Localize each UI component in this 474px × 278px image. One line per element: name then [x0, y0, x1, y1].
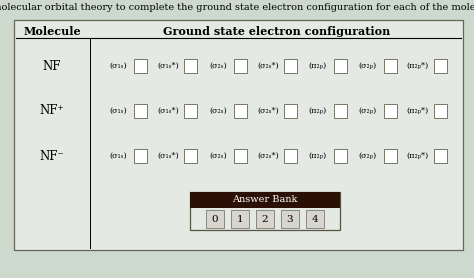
FancyBboxPatch shape — [384, 104, 398, 118]
Text: (π₂ₚ*): (π₂ₚ*) — [407, 107, 429, 115]
Text: (σ₂ₛ*): (σ₂ₛ*) — [257, 107, 279, 115]
Text: (σ₂ₛ): (σ₂ₛ) — [209, 62, 227, 70]
FancyBboxPatch shape — [235, 149, 247, 163]
Text: (σ₂ₛ*): (σ₂ₛ*) — [257, 62, 279, 70]
Text: (σ₁ₛ): (σ₁ₛ) — [109, 62, 127, 70]
Text: (σ₂ₚ): (σ₂ₚ) — [359, 107, 377, 115]
FancyBboxPatch shape — [284, 104, 298, 118]
Text: (σ₁ₛ*): (σ₁ₛ*) — [157, 62, 179, 70]
Text: 3: 3 — [287, 215, 293, 224]
FancyBboxPatch shape — [306, 210, 324, 228]
Text: (σ₂ₛ*): (σ₂ₛ*) — [257, 152, 279, 160]
Text: NF⁺: NF⁺ — [40, 105, 64, 118]
Text: (σ₁ₛ*): (σ₁ₛ*) — [157, 152, 179, 160]
FancyBboxPatch shape — [435, 104, 447, 118]
Text: (σ₂ₛ): (σ₂ₛ) — [209, 107, 227, 115]
FancyBboxPatch shape — [235, 59, 247, 73]
FancyBboxPatch shape — [190, 192, 340, 208]
Text: NF: NF — [43, 59, 61, 73]
Text: (σ₂ₚ): (σ₂ₚ) — [359, 152, 377, 160]
FancyBboxPatch shape — [256, 210, 274, 228]
FancyBboxPatch shape — [184, 104, 198, 118]
Text: (σ₁ₛ): (σ₁ₛ) — [109, 107, 127, 115]
FancyBboxPatch shape — [235, 104, 247, 118]
Text: Use molecular orbital theory to complete the ground state electron configuration: Use molecular orbital theory to complete… — [0, 3, 474, 12]
FancyBboxPatch shape — [14, 20, 463, 250]
Text: (σ₁ₛ): (σ₁ₛ) — [109, 152, 127, 160]
FancyBboxPatch shape — [384, 149, 398, 163]
FancyBboxPatch shape — [384, 59, 398, 73]
Text: (π₂ₚ): (π₂ₚ) — [309, 62, 327, 70]
Text: (π₂ₚ): (π₂ₚ) — [309, 107, 327, 115]
Text: (σ₁ₛ*): (σ₁ₛ*) — [157, 107, 179, 115]
Text: 0: 0 — [212, 215, 219, 224]
FancyBboxPatch shape — [335, 149, 347, 163]
FancyBboxPatch shape — [335, 104, 347, 118]
FancyBboxPatch shape — [284, 149, 298, 163]
FancyBboxPatch shape — [206, 210, 224, 228]
Text: 2: 2 — [262, 215, 268, 224]
Text: 1: 1 — [237, 215, 243, 224]
Text: (π₂ₚ*): (π₂ₚ*) — [407, 62, 429, 70]
FancyBboxPatch shape — [231, 210, 249, 228]
Text: (π₂ₚ): (π₂ₚ) — [309, 152, 327, 160]
Text: NF⁻: NF⁻ — [40, 150, 64, 163]
Text: Molecule: Molecule — [23, 26, 81, 37]
Text: Ground state electron configuration: Ground state electron configuration — [163, 26, 390, 37]
FancyBboxPatch shape — [135, 59, 147, 73]
Text: 4: 4 — [312, 215, 319, 224]
Text: (π₂ₚ*): (π₂ₚ*) — [407, 152, 429, 160]
Text: Answer Bank: Answer Bank — [232, 195, 298, 205]
FancyBboxPatch shape — [284, 59, 298, 73]
FancyBboxPatch shape — [435, 149, 447, 163]
FancyBboxPatch shape — [281, 210, 299, 228]
FancyBboxPatch shape — [435, 59, 447, 73]
FancyBboxPatch shape — [184, 149, 198, 163]
FancyBboxPatch shape — [135, 104, 147, 118]
FancyBboxPatch shape — [135, 149, 147, 163]
Text: (σ₂ₛ): (σ₂ₛ) — [209, 152, 227, 160]
FancyBboxPatch shape — [335, 59, 347, 73]
Text: (σ₂ₚ): (σ₂ₚ) — [359, 62, 377, 70]
FancyBboxPatch shape — [184, 59, 198, 73]
